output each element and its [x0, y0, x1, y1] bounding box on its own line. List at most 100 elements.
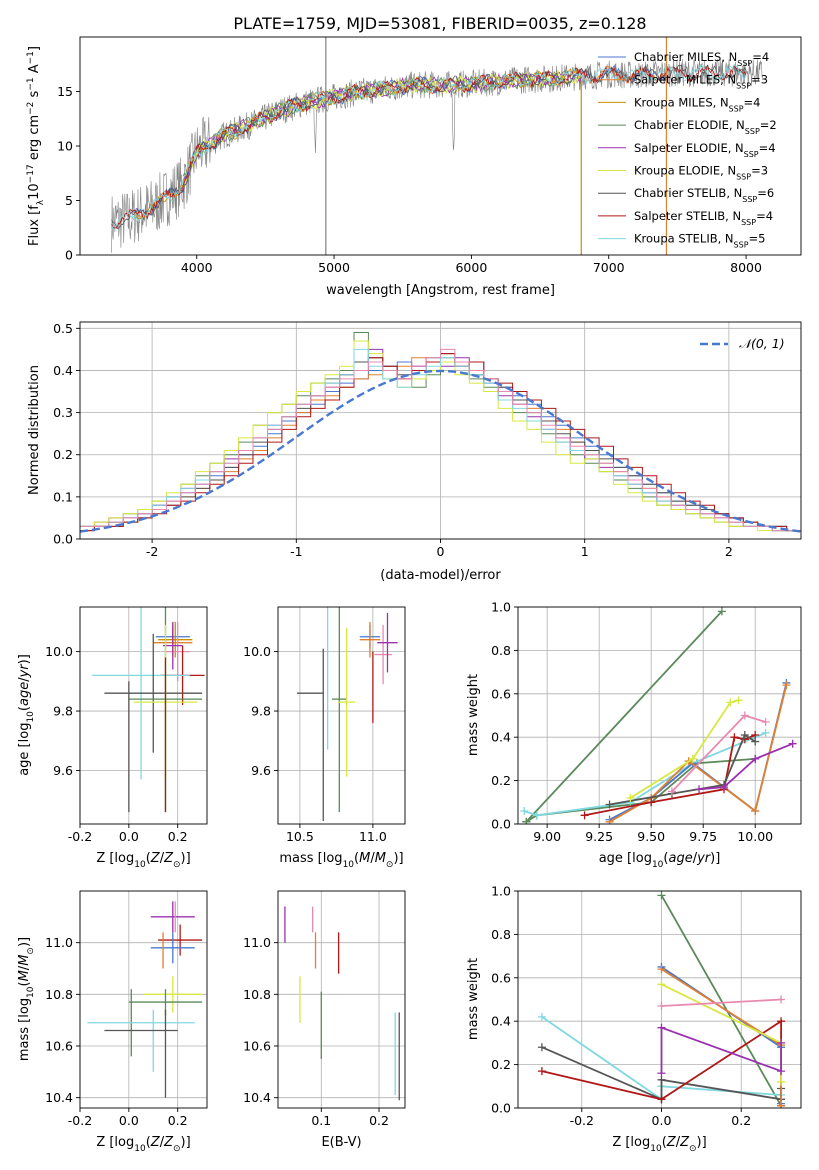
- errorbar-point: [150, 901, 195, 933]
- label-part: (: [662, 1135, 667, 1150]
- model-spectrum-line-kroupa-elodie: [182, 69, 582, 189]
- x-tick-label: -0.2: [68, 829, 92, 844]
- x-axis-label: (data-model)/error: [380, 568, 501, 583]
- y-tick-label: 10.0: [243, 644, 271, 659]
- x-axis-label: E(B-V): [321, 1135, 361, 1150]
- label-part: )]: [181, 851, 191, 866]
- plot-area: [520, 607, 797, 824]
- legend-entry-subscript: SSP: [742, 195, 757, 204]
- axes-frame: [79, 890, 208, 1109]
- axes-frame: [517, 606, 802, 825]
- x-tick-label: 0.2: [168, 829, 188, 844]
- legend-entry-count: =4: [756, 209, 773, 223]
- weight-point-marker: [657, 1069, 666, 1078]
- label-part: /: [17, 965, 32, 970]
- residual-histogram-line: [80, 348, 801, 532]
- weight-point-marker: [740, 711, 749, 720]
- legend-entry-name: Kroupa MILES, N: [634, 95, 729, 109]
- legend-entry-name: Salpeter STELIB, N: [634, 209, 741, 223]
- label-part: (: [17, 706, 32, 711]
- label-part: ⊙: [173, 860, 181, 870]
- weight-point-marker: [777, 995, 786, 1004]
- errorbar-point: [143, 976, 203, 1013]
- label-part: (: [17, 981, 32, 986]
- x-tick-label: 0.0: [652, 1113, 672, 1128]
- legend-entry-count: =3: [751, 73, 768, 87]
- x-axis-label: age [log10(age/yr)]: [599, 851, 721, 870]
- weight-point-marker: [520, 806, 529, 815]
- label-part: (: [354, 851, 359, 866]
- y-tick-label: 0.5: [53, 321, 73, 336]
- weight-point-marker: [788, 739, 797, 748]
- x-tick-label: 1: [581, 544, 589, 559]
- legend-entry-count: =4: [752, 50, 769, 64]
- label-part: )]: [17, 654, 32, 664]
- y-tick-label: 0.4: [53, 363, 73, 378]
- model-spectrum-line-kroupa-stelib: [111, 63, 747, 231]
- weight-vs-age-panel: 9.00 9.25 9.50 9.75 10.00 0.0 0.2 0.4 0.6 0.8 1.0 a…: [466, 600, 802, 870]
- label-part: Z: [666, 1135, 677, 1150]
- x-tick-label: 7000: [593, 260, 625, 275]
- legend-entry-subscript: SSP: [741, 217, 756, 226]
- x-tick-label: 0.2: [731, 1113, 751, 1128]
- errorbar-point: [158, 924, 203, 956]
- y-tick-label: 10.8: [45, 987, 73, 1002]
- label-part: )]: [17, 937, 32, 947]
- legend-entry-text: Salpeter ELODIE, NSSP=4: [634, 141, 776, 159]
- x-tick-label: 11.0: [359, 829, 387, 844]
- label-part: mass [log: [279, 851, 342, 866]
- legend-entry-name: Chabrier STELIB, N: [634, 186, 742, 200]
- plot-area: [537, 891, 786, 1108]
- legend-entry-count: =3: [751, 164, 768, 178]
- spectrum-panel: 4000 5000 6000 7000 8000 0 5 10 15 Chabrier MILES…: [26, 36, 802, 298]
- errorbar-point: [104, 633, 203, 753]
- weight-series-line: [525, 610, 723, 823]
- legend-entry-subscript: SSP: [734, 240, 749, 249]
- y-tick-label: 11.0: [243, 935, 271, 950]
- legend-entry-count: =4: [744, 95, 761, 109]
- errorbar-point: [377, 612, 398, 673]
- weight-point-marker: [605, 817, 614, 824]
- weight-point-marker: [626, 793, 635, 802]
- y-tick-label: 0.6: [491, 970, 511, 985]
- label-part: ⊙: [689, 1144, 697, 1154]
- y-tick-label: 10.4: [243, 1090, 271, 1105]
- weight-point-marker: [720, 783, 729, 792]
- y-tick-label: 11.0: [45, 935, 73, 950]
- y-tick-label: 10.4: [45, 1090, 73, 1105]
- weight-point-marker: [647, 798, 656, 807]
- plot-area: [92, 607, 205, 813]
- weight-point-marker: [777, 1017, 786, 1026]
- mass-vs-metallicity-panel: -0.2 0.0 0.210.410.610.811.0Z [log10(Z/Z⊙)…: [17, 890, 208, 1154]
- label-part: −1: [26, 51, 36, 64]
- x-tick-label: -0.2: [68, 1113, 92, 1128]
- weight-point-marker: [777, 1101, 786, 1108]
- weight-vs-metallicity-panel: -0.2 0.0 0.20.00.20.40.60.81.0Z [log10(Z/Z…: [466, 884, 802, 1154]
- legend-entry-name: Chabrier ELODIE, N: [634, 118, 745, 132]
- x-tick-label: -2: [146, 544, 158, 559]
- weight-point-marker: [734, 696, 743, 705]
- label-part: 10: [27, 183, 42, 200]
- plot-area: [80, 332, 801, 533]
- legend-entry-count: =4: [759, 141, 776, 155]
- label-part: erg cm: [27, 115, 42, 164]
- label-part: /: [370, 851, 375, 866]
- errorbar-point: [332, 607, 347, 813]
- weight-point-marker: [667, 787, 676, 796]
- x-tick-label: -1: [290, 544, 302, 559]
- weight-point-marker: [761, 728, 770, 737]
- weight-series: [520, 728, 770, 820]
- weight-point-marker: [717, 607, 726, 616]
- weight-point-marker: [657, 1002, 666, 1011]
- legend-entry-count: =5: [749, 232, 766, 246]
- weight-point-marker: [657, 965, 666, 974]
- label-part: Z: [163, 1135, 174, 1150]
- legend-entry-name: Kroupa ELODIE, N: [634, 164, 736, 178]
- label-part: ⊙: [386, 860, 394, 870]
- errorbar-point: [92, 607, 190, 780]
- y-axis-label: mass weight: [466, 958, 481, 1040]
- y-tick-label: 10.8: [243, 987, 271, 1002]
- label-part: 10: [134, 1144, 146, 1154]
- x-tick-label: 9.25: [585, 829, 613, 844]
